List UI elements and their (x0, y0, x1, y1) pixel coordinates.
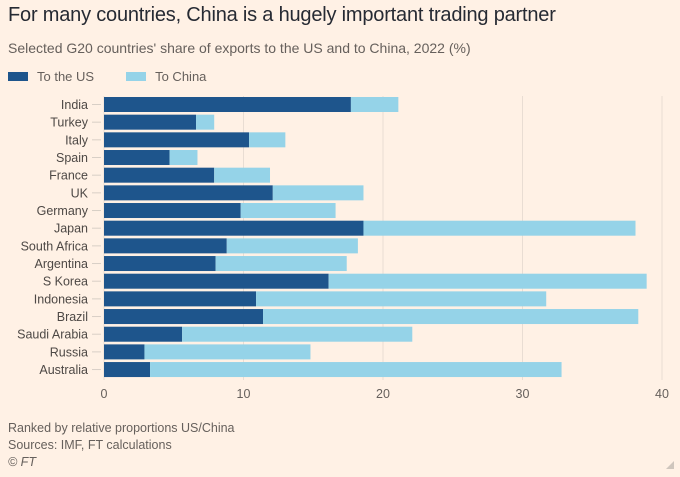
bar-us (104, 185, 273, 201)
bar-us (104, 309, 264, 325)
bar-china (215, 256, 347, 272)
y-tick-label: Saudi Arabia (17, 328, 88, 342)
y-tick-label: France (49, 169, 88, 183)
bar-china (196, 114, 215, 130)
x-tick-label: 20 (376, 387, 390, 401)
y-tick-label: Argentina (34, 257, 88, 271)
bar-us (104, 220, 364, 236)
y-tick-label: Indonesia (34, 292, 88, 306)
y-tick-label: Germany (37, 204, 89, 218)
legend: To the US To China (8, 69, 238, 84)
footer-sources: Sources: IMF, FT calculations (8, 438, 172, 452)
bar-us (104, 132, 250, 148)
legend-item-us: To the US (8, 69, 94, 84)
bar-us (104, 362, 151, 378)
bar-china (240, 203, 336, 219)
bar-china (214, 167, 271, 183)
chart-title: For many countries, China is a hugely im… (8, 4, 556, 26)
bar-us (104, 344, 145, 360)
x-tick-label: 30 (516, 387, 530, 401)
bar-us (104, 273, 329, 289)
bar-us (104, 326, 183, 342)
y-tick-label: Australia (39, 363, 88, 377)
bar-china (272, 185, 364, 201)
bar-us (104, 114, 197, 130)
bar-china (226, 238, 358, 254)
footer-copyright: © FT (8, 455, 36, 469)
bar-us (104, 167, 215, 183)
y-tick-label: S Korea (43, 275, 88, 289)
chart-subtitle: Selected G20 countries' share of exports… (8, 40, 471, 56)
legend-swatch-us (8, 72, 28, 81)
bar-us (104, 291, 257, 307)
bar-china (249, 132, 286, 148)
footer: Ranked by relative proportions US/China … (8, 420, 235, 471)
bar-china (256, 291, 547, 307)
x-tick-label: 40 (655, 387, 669, 401)
bar-us (104, 203, 241, 219)
y-tick-label: UK (71, 186, 89, 200)
y-tick-label: India (61, 98, 88, 112)
legend-item-china: To China (126, 69, 206, 84)
bar-china (150, 362, 562, 378)
footer-note: Ranked by relative proportions US/China (8, 421, 235, 435)
y-tick-label: Brazil (57, 310, 88, 324)
y-tick-label: South Africa (21, 239, 88, 253)
legend-label-us: To the US (37, 69, 95, 84)
bar-china (263, 309, 639, 325)
bar-us (104, 150, 170, 166)
legend-swatch-china (126, 72, 147, 81)
bar-us (104, 97, 351, 112)
y-tick-label: Japan (54, 222, 88, 236)
bar-china (169, 150, 198, 166)
y-tick-label: Italy (65, 133, 89, 147)
x-tick-label: 10 (237, 387, 251, 401)
legend-label-china: To China (155, 69, 207, 84)
bar-china (328, 273, 647, 289)
y-tick-label: Spain (56, 151, 88, 165)
bar-china (363, 220, 636, 236)
bar-china (350, 97, 399, 112)
bar-china (182, 326, 413, 342)
bar-us (104, 238, 227, 254)
resize-handle-icon[interactable] (666, 461, 674, 469)
y-tick-label: Turkey (50, 116, 88, 130)
bar-us (104, 256, 216, 272)
y-tick-label: Russia (50, 345, 88, 359)
x-tick-label: 0 (101, 387, 108, 401)
bar-china (144, 344, 311, 360)
